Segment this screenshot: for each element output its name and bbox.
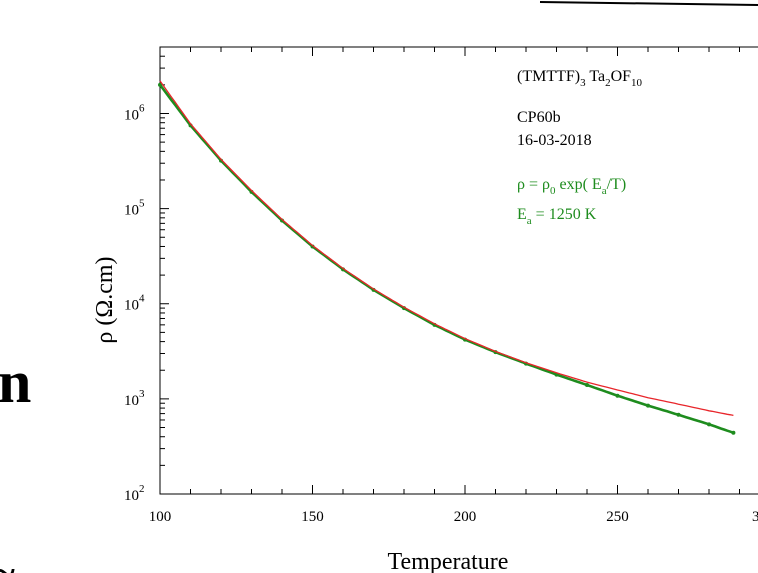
y-tick-label: 103 [124,388,145,409]
measured-point [707,422,711,427]
plot-frame [159,46,758,495]
y-axis-title: ρ (Ω.cm) [92,256,118,343]
fit-series-line [159,80,734,417]
y-tick-label: 105 [124,198,145,219]
measured-point [158,82,162,87]
date-annotation: 16-03-2018 [517,132,592,149]
measured-point [731,430,736,435]
y-tick-label: 104 [124,293,145,314]
y-tick-label: 102 [124,483,145,504]
x-tick-label: 200 [454,509,477,525]
fit-formula-annotation: ρ = ρ0 exp( Ea/T) [517,176,626,197]
activation-energy-annotation: Ea = 1250 K [517,206,597,227]
cropped-top-rule [539,1,758,6]
y-tick-label: 106 [124,102,145,123]
x-tick-label: 100 [149,509,172,525]
y-axis-ticks: 102 103 104 105 106 [124,46,169,504]
x-axis-title: Temperature [388,549,509,573]
x-tick-label: 3 [752,509,758,525]
series-layer [158,80,736,435]
measured-point [676,412,681,417]
x-axis-ticks: 100 150 200 250 3 [149,47,758,525]
measured-point [615,393,620,398]
x-tick-label: 150 [301,509,324,525]
cropped-page-letter: n [0,349,31,415]
compound-annotation: (TMTTF)3 Ta2OF10 [517,68,643,89]
measured-series-line [158,84,734,435]
x-tick-label: 250 [606,509,629,525]
measured-point [646,403,650,408]
measured-point [585,382,589,387]
sample-annotation: CP60b [517,109,561,126]
cropped-page-mark: ~ [0,550,15,573]
